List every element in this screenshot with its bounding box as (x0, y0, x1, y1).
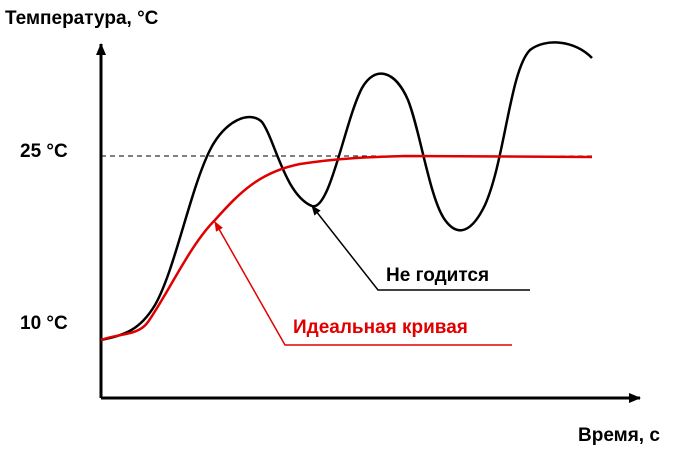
ideal-pointer (214, 221, 512, 346)
bad-label: Не годится (386, 265, 489, 286)
x-axis-title: Время, с (578, 425, 660, 446)
ideal-curve (100, 154, 593, 342)
y-label: 25 °C (20, 141, 68, 162)
bad-pointer (311, 205, 530, 291)
ideal-label: Идеальная кривая (293, 317, 468, 338)
y-axis-title: Температура, °C (5, 8, 159, 29)
bad-curve (100, 41, 593, 342)
y-label: 10 °C (20, 313, 68, 334)
